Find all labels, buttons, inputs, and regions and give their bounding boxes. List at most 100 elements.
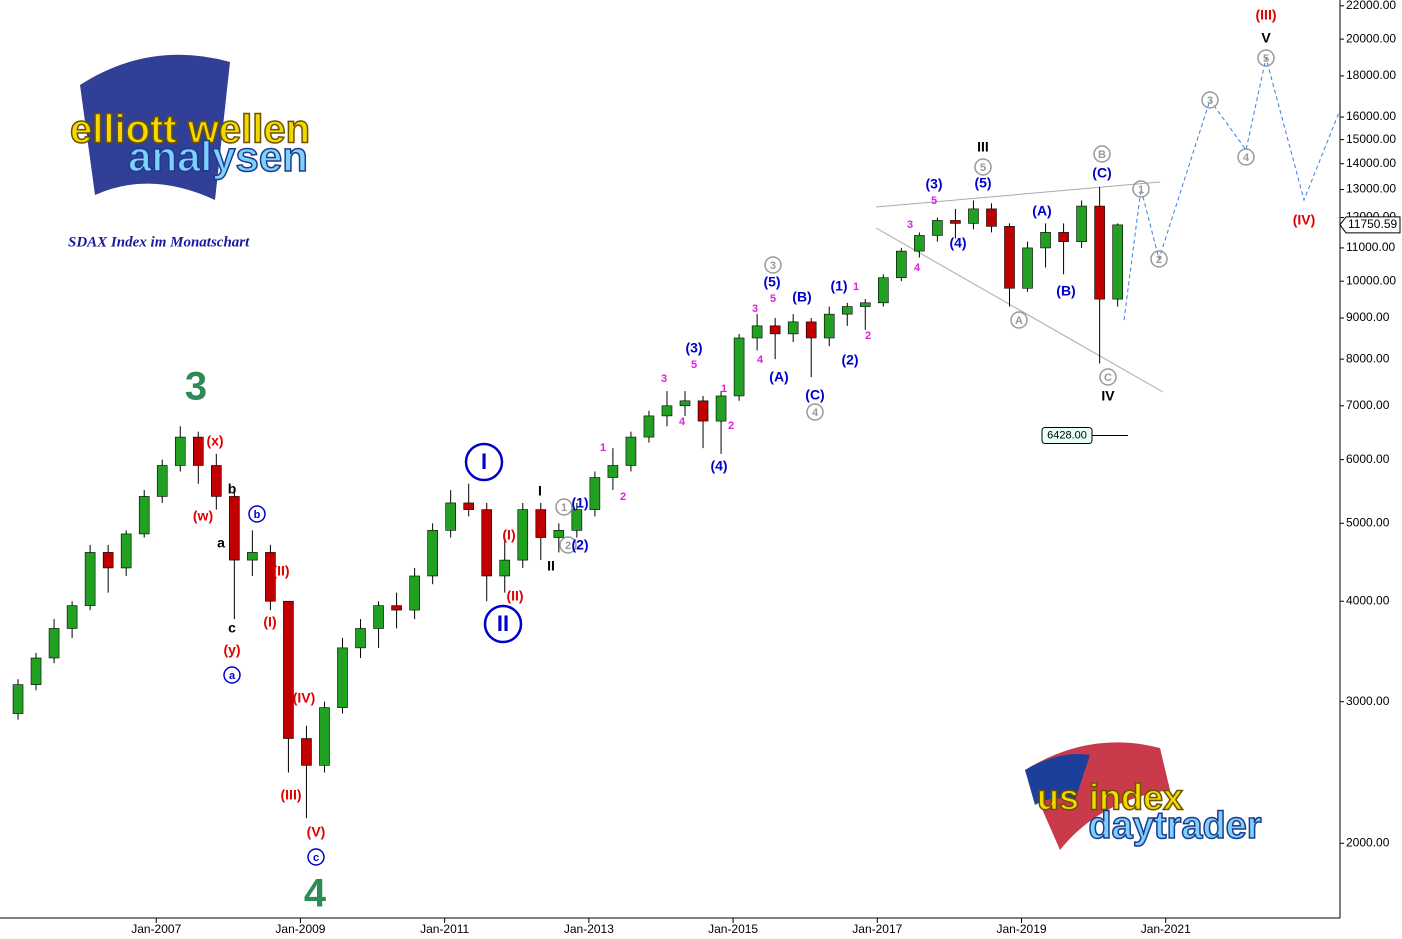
wave-circle xyxy=(974,158,992,176)
wave-circle xyxy=(1010,311,1028,329)
logo-text: elliott wellen xyxy=(70,108,310,152)
candle-body xyxy=(373,605,384,629)
wave-label: 5 xyxy=(770,293,776,305)
candle-body xyxy=(337,647,348,708)
candle-body xyxy=(247,552,258,561)
wave-circle xyxy=(223,666,241,684)
wave-label: (A) xyxy=(769,369,788,385)
trendline xyxy=(875,181,1161,208)
wave-label: 5 xyxy=(980,162,986,174)
wave-label: 4 xyxy=(757,354,764,366)
y-tick-label: 9000.00 xyxy=(1346,310,1390,324)
candle-body xyxy=(589,477,601,510)
candle-body xyxy=(986,208,997,227)
wave-label: 2 xyxy=(565,540,571,552)
candle-body xyxy=(319,707,330,766)
wave-label: V xyxy=(1261,30,1271,46)
candle-body xyxy=(1058,232,1069,242)
candle-body xyxy=(553,530,565,538)
candle-body xyxy=(733,337,745,397)
x-tick-label: Jan-2017 xyxy=(852,922,902,936)
wave-label: III xyxy=(977,139,989,155)
candle-body xyxy=(1022,247,1033,289)
wave-label: (IV) xyxy=(1293,212,1316,228)
candle-body xyxy=(968,208,979,224)
wave-label: (A) xyxy=(1032,203,1051,219)
candle-body xyxy=(481,509,493,577)
candle-body xyxy=(679,400,691,407)
candle-body xyxy=(751,325,763,339)
candle-body xyxy=(12,684,24,714)
wave-label: a xyxy=(217,535,225,551)
candle-body xyxy=(769,325,781,335)
candle-body xyxy=(1112,224,1123,300)
wave-label: c xyxy=(228,620,236,636)
candle-body xyxy=(950,220,961,224)
wave-label: (w) xyxy=(193,508,213,524)
wave-label: II xyxy=(547,558,555,574)
y-tick-label: 13000.00 xyxy=(1346,182,1396,196)
level-box xyxy=(1041,427,1093,445)
wave-label: (3) xyxy=(685,340,702,356)
wave-label: b xyxy=(254,509,261,521)
candle-body xyxy=(715,395,727,422)
y-tick-label: 20000.00 xyxy=(1346,31,1396,45)
x-tick-label: Jan-2021 xyxy=(1141,922,1191,936)
x-tick-label: Jan-2009 xyxy=(275,922,325,936)
x-tick-label: Jan-2013 xyxy=(564,922,614,936)
candle-body xyxy=(932,220,943,236)
candle-body xyxy=(787,321,799,335)
candle-body xyxy=(138,496,150,535)
x-tick-label: Jan-2011 xyxy=(420,922,469,936)
candle-body xyxy=(535,509,547,538)
wave-label: 1 xyxy=(721,383,727,395)
wave-label: II xyxy=(497,611,509,636)
y-tick-label: 16000.00 xyxy=(1346,109,1396,123)
wave-circle xyxy=(1150,250,1168,268)
candle-body xyxy=(30,657,42,685)
wave-label: (II) xyxy=(272,563,289,579)
logo-top: elliott wellen analysen xyxy=(69,54,311,200)
candle-body xyxy=(192,436,204,466)
wave-label: B xyxy=(1098,149,1106,161)
wave-circle xyxy=(1099,368,1117,386)
wave-circle xyxy=(307,848,325,866)
y-tick-label: 15000.00 xyxy=(1346,132,1396,146)
candle-body xyxy=(805,321,817,339)
wave-label: (V) xyxy=(307,824,326,840)
subtitle: SDAX Index im Monatschart xyxy=(68,234,250,250)
candle-body xyxy=(1004,226,1015,289)
y-tick-label: 3000.00 xyxy=(1346,694,1390,708)
wave-label: a xyxy=(229,670,236,682)
wave-label: (4) xyxy=(949,235,966,251)
candle-body xyxy=(102,552,114,569)
candle-body xyxy=(841,306,853,315)
wave-label: A xyxy=(1015,315,1023,327)
logo-text: daytrader xyxy=(1088,805,1261,847)
wave-label: (C) xyxy=(805,387,824,403)
wave-label: 3 xyxy=(752,303,758,315)
candle-body xyxy=(211,465,222,497)
candle-body xyxy=(571,509,583,531)
wave-label: 2 xyxy=(865,330,871,342)
candle-body xyxy=(914,235,925,252)
wave-circle xyxy=(248,505,266,523)
wave-label: (5) xyxy=(763,274,780,290)
wave-label: 3 xyxy=(185,365,207,409)
wave-label: (2) xyxy=(841,352,858,368)
wave-circle xyxy=(464,442,504,482)
candle-body xyxy=(48,628,60,659)
last-price-label: 11750.59 xyxy=(1348,217,1397,231)
wave-label: 3 xyxy=(907,219,913,231)
wave-label: (C) xyxy=(1092,165,1111,181)
wave-label: 4 xyxy=(1243,152,1250,164)
wave-label: 5 xyxy=(931,195,937,207)
y-tick-label: 8000.00 xyxy=(1346,351,1390,365)
wave-label: (I) xyxy=(502,527,515,543)
wave-label: 4 xyxy=(679,416,686,428)
candle-body xyxy=(1076,205,1087,242)
y-tick-label: 18000.00 xyxy=(1346,68,1396,82)
wave-circle xyxy=(1132,180,1150,198)
candle-body xyxy=(499,559,511,577)
